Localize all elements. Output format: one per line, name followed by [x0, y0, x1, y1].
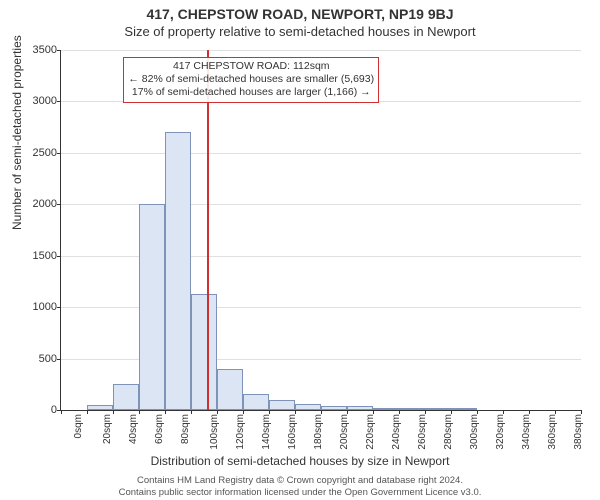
histogram-bar: [165, 132, 191, 410]
annotation-line-3: 17% of semi-detached houses are larger (…: [128, 86, 374, 99]
xtick-label: 280sqm: [443, 414, 454, 450]
xtick-mark: [451, 410, 452, 414]
xtick-mark: [503, 410, 504, 414]
ytick-label: 3000: [33, 95, 61, 107]
xtick-mark: [425, 410, 426, 414]
footer-line-1: Contains HM Land Registry data © Crown c…: [0, 475, 600, 486]
histogram-bar: [373, 408, 399, 410]
histogram-bar: [425, 408, 451, 410]
xtick-mark: [321, 410, 322, 414]
reference-line: [207, 50, 209, 410]
xtick-label: 220sqm: [365, 414, 376, 450]
xtick-mark: [243, 410, 244, 414]
histogram-bar: [451, 408, 477, 410]
footer-line-2: Contains public sector information licen…: [0, 487, 600, 498]
histogram-bar: [113, 384, 139, 410]
y-axis-label: Number of semi-detached properties: [10, 35, 24, 230]
xtick-label: 300sqm: [469, 414, 480, 450]
xtick-mark: [373, 410, 374, 414]
xtick-mark: [347, 410, 348, 414]
xtick-mark: [477, 410, 478, 414]
xtick-label: 320sqm: [495, 414, 506, 450]
xtick-label: 180sqm: [313, 414, 324, 450]
ytick-label: 500: [39, 353, 61, 365]
xtick-mark: [87, 410, 88, 414]
xtick-label: 160sqm: [287, 414, 298, 450]
xtick-label: 260sqm: [417, 414, 428, 450]
xtick-mark: [61, 410, 62, 414]
xtick-label: 100sqm: [209, 414, 220, 450]
histogram-bar: [139, 204, 165, 410]
plot-area: 05001000150020002500300035000sqm20sqm40s…: [60, 50, 581, 411]
histogram-bar: [321, 406, 347, 410]
xtick-label: 80sqm: [180, 414, 191, 444]
histogram-bar: [191, 294, 217, 410]
xtick-mark: [295, 410, 296, 414]
xtick-mark: [269, 410, 270, 414]
histogram-bar: [243, 394, 269, 410]
xtick-mark: [165, 410, 166, 414]
xtick-mark: [113, 410, 114, 414]
xtick-label: 200sqm: [339, 414, 350, 450]
x-axis-label: Distribution of semi-detached houses by …: [0, 454, 600, 468]
xtick-label: 140sqm: [261, 414, 272, 450]
xtick-mark: [555, 410, 556, 414]
gridline: [61, 50, 581, 51]
annotation-line-2: ← 82% of semi-detached houses are smalle…: [128, 73, 374, 86]
ytick-label: 1000: [33, 301, 61, 313]
ytick-label: 3500: [33, 44, 61, 56]
xtick-mark: [529, 410, 530, 414]
xtick-label: 20sqm: [102, 414, 113, 444]
ytick-label: 2500: [33, 147, 61, 159]
xtick-label: 40sqm: [128, 414, 139, 444]
annotation-line-1: 417 CHEPSTOW ROAD: 112sqm: [128, 60, 374, 73]
xtick-mark: [139, 410, 140, 414]
histogram-bar: [87, 405, 113, 410]
histogram-bar: [347, 406, 373, 410]
xtick-mark: [399, 410, 400, 414]
histogram-bar: [295, 404, 321, 410]
chart-title: 417, CHEPSTOW ROAD, NEWPORT, NP19 9BJ: [0, 6, 600, 22]
xtick-mark: [581, 410, 582, 414]
ytick-label: 2000: [33, 198, 61, 210]
histogram-bar: [399, 408, 425, 410]
xtick-label: 240sqm: [391, 414, 402, 450]
xtick-label: 360sqm: [547, 414, 558, 450]
xtick-label: 340sqm: [521, 414, 532, 450]
ytick-label: 1500: [33, 250, 61, 262]
xtick-mark: [191, 410, 192, 414]
xtick-label: 120sqm: [235, 414, 246, 450]
annotation-box: 417 CHEPSTOW ROAD: 112sqm ← 82% of semi-…: [123, 57, 379, 102]
xtick-label: 380sqm: [573, 414, 584, 450]
footer-attribution: Contains HM Land Registry data © Crown c…: [0, 475, 600, 498]
gridline: [61, 153, 581, 154]
ytick-label: 0: [51, 404, 61, 416]
histogram-chart: 417, CHEPSTOW ROAD, NEWPORT, NP19 9BJ Si…: [0, 0, 600, 500]
histogram-bar: [217, 369, 243, 410]
xtick-label: 0sqm: [73, 414, 84, 438]
xtick-label: 60sqm: [154, 414, 165, 444]
chart-subtitle: Size of property relative to semi-detach…: [0, 24, 600, 39]
histogram-bar: [269, 400, 295, 410]
xtick-mark: [217, 410, 218, 414]
